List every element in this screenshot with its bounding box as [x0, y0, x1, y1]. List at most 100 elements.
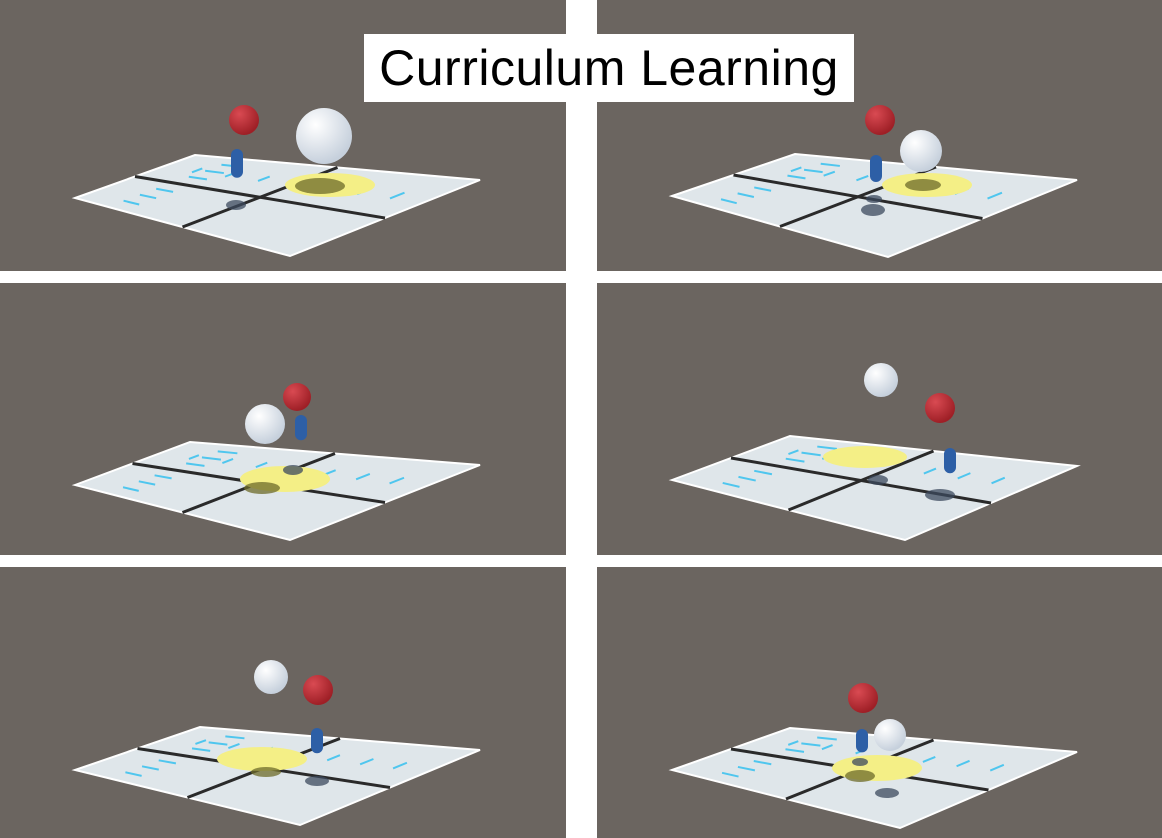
floor-stripe [392, 761, 408, 770]
floor-stripe [823, 170, 836, 177]
floor-stripe [158, 759, 177, 765]
floor-stripe [856, 174, 869, 182]
floor-stripe [125, 771, 142, 777]
object-shadow [875, 788, 899, 798]
white-ball [296, 108, 352, 164]
floor-stripe [355, 473, 371, 481]
red-ball [229, 105, 259, 135]
floor-stripe [154, 474, 172, 480]
object-shadow [852, 758, 868, 766]
floor [71, 153, 481, 258]
scene-canvas [668, 683, 1078, 830]
object-shadow [861, 204, 885, 216]
floor-stripe [228, 743, 240, 749]
floor-stripe [138, 480, 156, 486]
red-ball [283, 383, 311, 411]
scene-panel-bottom-left [0, 567, 566, 838]
goal-pad-shadow [845, 770, 875, 782]
object-shadow [866, 195, 882, 203]
floor-stripe [956, 759, 970, 768]
floor [71, 725, 481, 827]
red-ball [925, 393, 955, 423]
floor-stripe [754, 469, 773, 476]
floor-stripe [787, 174, 806, 180]
floor-stripe [720, 198, 737, 205]
floor-stripe [255, 461, 268, 469]
scene-panel-bottom-right [597, 567, 1162, 838]
scene-group [71, 383, 481, 542]
floor-stripe [191, 167, 203, 174]
object-shadow [283, 465, 303, 475]
floor-stripe [785, 457, 805, 463]
floor-stripe [326, 754, 341, 762]
floor-stripe [785, 748, 805, 753]
tile-divider [787, 449, 935, 512]
floor-stripe [188, 454, 200, 460]
floor-stripe [989, 763, 1005, 772]
floor-stripe [722, 481, 740, 488]
floor-stripe [191, 747, 211, 752]
scene-group [71, 660, 481, 827]
floor-stripe [922, 755, 936, 763]
floor-stripe [801, 742, 821, 747]
floor-stripe [817, 445, 838, 450]
agent-capsule [870, 155, 882, 182]
scene-group [668, 363, 1081, 542]
scene-canvas [71, 383, 481, 542]
floor-stripe [737, 192, 755, 198]
white-ball [245, 404, 285, 444]
white-ball [874, 719, 906, 751]
object-shadow [305, 776, 329, 786]
agent-capsule [944, 448, 956, 474]
floor-stripe [201, 456, 222, 461]
floor-stripe [923, 467, 937, 475]
floor-stripe [790, 166, 802, 173]
goal-pad [823, 446, 907, 468]
floor-stripe [738, 475, 756, 482]
floor-stripe [987, 191, 1003, 200]
floor-stripe [801, 451, 821, 457]
scene-panel-middle-right [597, 283, 1162, 555]
title-text: Curriculum Learning [379, 40, 839, 96]
floor-stripe [817, 736, 837, 741]
floor-stripe [222, 458, 234, 464]
floor-stripe [389, 476, 405, 485]
red-ball [865, 105, 895, 135]
scene-canvas [668, 363, 1081, 542]
white-ball [900, 130, 942, 172]
floor-stripe [122, 486, 139, 492]
floor-stripe [721, 771, 739, 778]
scene-canvas [668, 105, 1078, 259]
object-shadow [925, 489, 955, 501]
floor-stripe [141, 765, 159, 771]
scene-group [668, 105, 1078, 259]
floor-stripe [186, 462, 205, 467]
scene-group [71, 105, 481, 258]
goal-pad-shadow [295, 178, 345, 194]
floor [668, 434, 1081, 542]
floor-stripe [389, 191, 405, 200]
scene-group [668, 683, 1078, 830]
goal-pad [217, 747, 307, 771]
floor-stripe [208, 741, 228, 746]
agent-capsule [295, 415, 307, 441]
floor-stripe [359, 758, 374, 766]
scene-panel-middle-left [0, 283, 566, 555]
object-shadow [226, 200, 246, 210]
floor-stripe [257, 175, 271, 182]
white-ball [254, 660, 288, 694]
goal-pad-shadow [905, 179, 941, 191]
goal-pad-shadow [251, 767, 281, 777]
floor-stripe [787, 740, 799, 746]
goal-pad-shadow [244, 482, 280, 494]
floor-stripe [788, 449, 799, 456]
red-ball [303, 675, 333, 705]
floor-stripe [123, 199, 140, 206]
floor-stripe [156, 187, 174, 193]
floor-stripe [991, 476, 1006, 485]
floor-stripe [205, 169, 224, 175]
floor-stripe [139, 193, 157, 200]
scene-canvas [71, 660, 481, 827]
floor-stripe [225, 735, 245, 740]
title-banner: Curriculum Learning [364, 34, 854, 102]
